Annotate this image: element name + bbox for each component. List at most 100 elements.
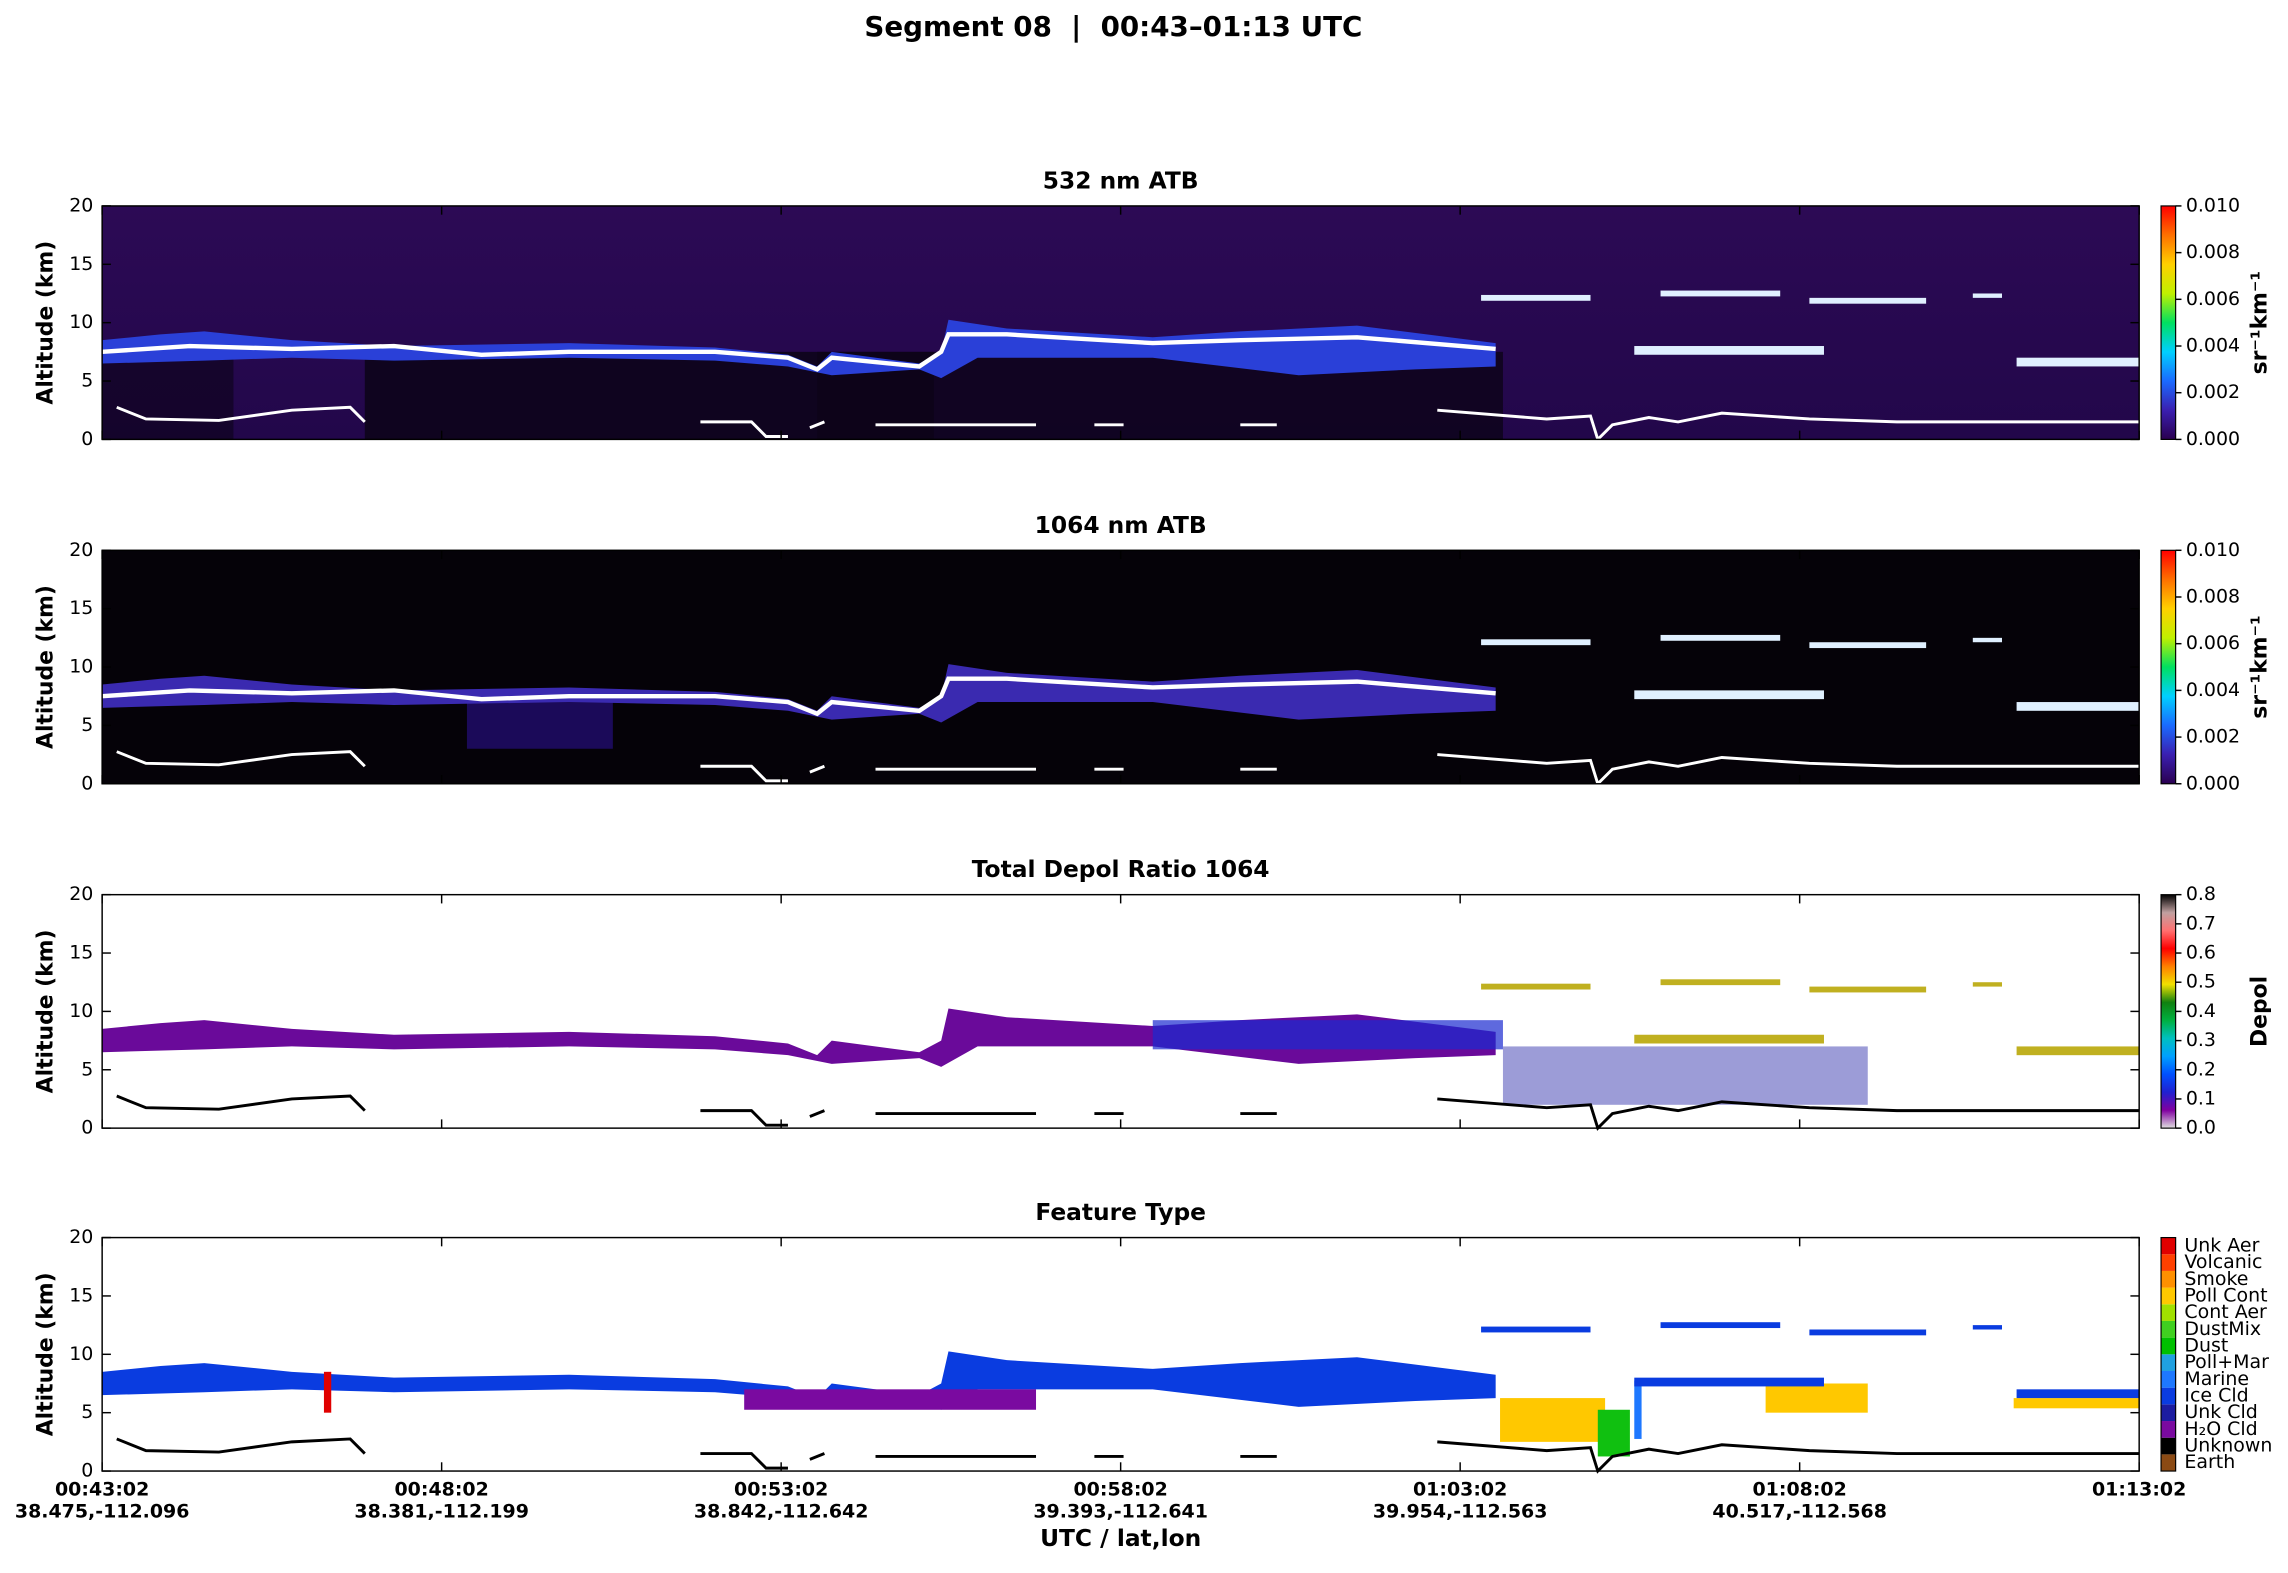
colorbar-tick-label: 0.6: [2186, 942, 2216, 964]
marine: [1634, 1380, 1642, 1439]
colorbar: [2161, 205, 2176, 440]
colorbar-tick-label: 0.004: [2186, 679, 2240, 701]
x-tick-label: 01:08:02: [1753, 1479, 1847, 1501]
aerosol: [1500, 1398, 1606, 1442]
panel-title: 1064 nm ATB: [1035, 511, 1207, 539]
colorbar-title: sr⁻¹km⁻¹: [2247, 615, 2272, 718]
aerosol: [323, 1371, 332, 1413]
colorbar-swatch: [2161, 1454, 2176, 1472]
colorbar-swatch: [2161, 1304, 2176, 1321]
colorbar-swatch: [2161, 1287, 2176, 1305]
x-tick-latlon: 38.381,-112.199: [354, 1500, 529, 1522]
x-tick-label: 01:13:02: [2092, 1479, 2186, 1501]
colorbar-swatch: [2161, 1237, 2176, 1255]
aerosol: [2013, 1398, 2140, 1409]
colorbar-swatch: [2161, 1337, 2176, 1355]
colorbar-tick-label: 0.008: [2186, 585, 2240, 607]
curtain-532: [102, 205, 2141, 441]
mixed-patch: [1502, 1046, 1868, 1105]
colorbar-tick-label: 0.0: [2186, 1117, 2216, 1139]
colorbar-title: sr⁻¹km⁻¹: [2247, 271, 2272, 374]
colorbar-tick-label: 0.002: [2186, 726, 2240, 748]
colorbar-frame: [2160, 894, 2177, 1129]
colorbar-swatch: [2161, 1387, 2176, 1405]
dust: [1597, 1409, 1630, 1457]
x-tick-latlon: 39.954,-112.563: [1373, 1500, 1548, 1522]
y-tick-label: 0: [81, 1460, 93, 1482]
colorbar-label: H₂O Cld: [2184, 1418, 2257, 1440]
colorbar-tick-label: 0.000: [2186, 772, 2240, 794]
colorbar-swatch: [2161, 1270, 2176, 1288]
y-tick-label: 0: [81, 1117, 93, 1139]
y-tick-label: 20: [69, 194, 93, 216]
colorbar-tick-label: 0.4: [2186, 1000, 2216, 1022]
colorbar-tick-label: 0.010: [2186, 194, 2240, 216]
y-tick-label: 5: [81, 714, 93, 736]
colorbar-tick-label: 0.006: [2186, 632, 2240, 654]
water-cloud: [744, 1389, 1037, 1410]
colorbar-title: Depol: [2247, 976, 2272, 1047]
y-tick-label: 15: [69, 253, 93, 275]
x-tick-label: 00:43:02: [55, 1479, 149, 1501]
y-tick-label: 0: [81, 772, 93, 794]
panel-title: 532 nm ATB: [1043, 166, 1199, 194]
colorbar-swatch: [2161, 1370, 2176, 1388]
y-tick-label: 10: [69, 1343, 93, 1365]
colorbar-tick-label: 0.004: [2186, 335, 2240, 357]
colorbar: [2161, 550, 2176, 784]
x-tick-label: 01:03:02: [1413, 1479, 1507, 1501]
colorbar-label: Unk Cld: [2184, 1401, 2257, 1423]
y-tick-label: 15: [69, 597, 93, 619]
colorbar-label: Dust: [2184, 1334, 2228, 1356]
y-tick-label: 10: [69, 1000, 93, 1022]
colorbar: [2161, 894, 2176, 1129]
colorbar-swatch: [2161, 1320, 2176, 1338]
colorbar-label: Unk Aer: [2184, 1234, 2259, 1256]
y-axis-label: Altitude (km): [34, 241, 59, 405]
colorbar-tick-label: 0.008: [2186, 241, 2240, 263]
y-tick-label: 0: [81, 428, 93, 450]
x-tick-label: 00:58:02: [1074, 1479, 1168, 1501]
colorbar-tick-label: 0.2: [2186, 1058, 2216, 1080]
colorbar-label: Earth: [2184, 1451, 2235, 1473]
x-axis-label: UTC / lat,lon: [1040, 1524, 1201, 1552]
aerosol: [1765, 1383, 1868, 1413]
colorbar-tick-label: 0.8: [2186, 883, 2216, 905]
y-tick-label: 20: [69, 883, 93, 905]
colorbar-tick-label: 0.006: [2186, 288, 2240, 310]
colorbar-label: Cont Aer: [2184, 1301, 2267, 1323]
colorbar-tick-label: 0.1: [2186, 1087, 2216, 1109]
colorbar-label: Volcanic: [2184, 1251, 2262, 1273]
y-tick-label: 15: [69, 1284, 93, 1306]
curtain-depol: [102, 894, 2141, 1130]
colorbar-label: DustMix: [2184, 1318, 2261, 1340]
panel-title: Total Depol Ratio 1064: [972, 855, 1270, 883]
colorbar-label: Marine: [2184, 1368, 2249, 1390]
curtain-feature: [102, 1237, 2141, 1473]
colorbar-tick-label: 0.5: [2186, 971, 2216, 993]
x-tick-label: 00:53:02: [734, 1479, 828, 1501]
y-axis-label: Altitude (km): [34, 1272, 59, 1436]
y-axis-label: Altitude (km): [34, 929, 59, 1093]
y-axis-label: Altitude (km): [34, 585, 59, 749]
colorbar-tick-label: 0.3: [2186, 1029, 2216, 1051]
background: [102, 1237, 2140, 1472]
colorbar-swatch: [2161, 1421, 2176, 1438]
colorbar-label: Ice Cld: [2184, 1385, 2248, 1407]
curtain-1064: [102, 550, 2141, 786]
y-tick-label: 5: [81, 1058, 93, 1080]
colorbar-tick-label: 0.002: [2186, 381, 2240, 403]
ice-patch: [1152, 1020, 1503, 1050]
colorbar-tick-label: 0.000: [2186, 428, 2240, 450]
colorbar-swatch: [2161, 1354, 2176, 1371]
y-tick-label: 10: [69, 311, 93, 333]
colorbar-label: Smoke: [2184, 1268, 2248, 1290]
colorbar-label: Poll+Mar: [2184, 1351, 2269, 1373]
colorbar-tick-label: 0.7: [2186, 912, 2216, 934]
colorbar-tick-label: 0.010: [2186, 539, 2240, 561]
background: [102, 550, 2140, 784]
y-tick-label: 10: [69, 656, 93, 678]
colorbar-frame: [2160, 549, 2177, 785]
